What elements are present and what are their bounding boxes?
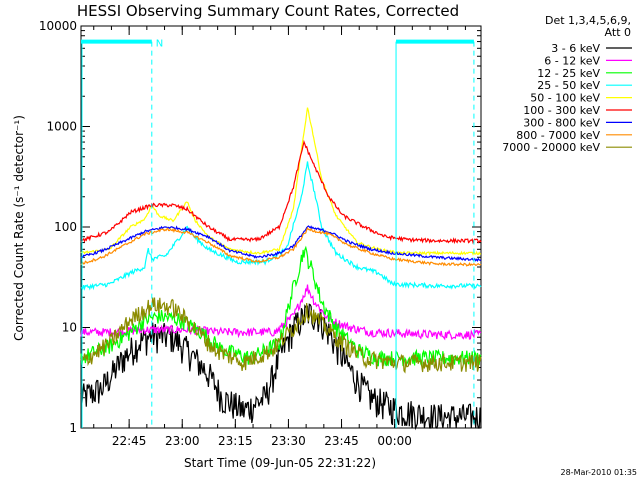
x-tick-label: 22:45 <box>112 434 147 448</box>
y-tick-label: 1000 <box>46 120 77 134</box>
legend-label: 25 - 50 keV <box>537 79 600 92</box>
y-tick-label: 1 <box>69 421 77 435</box>
legend-header-line-2: Att 0 <box>605 26 631 39</box>
y-tick-label: 100 <box>54 220 77 234</box>
night-flag-label: N <box>156 39 163 50</box>
y-tick-label: 10 <box>62 321 77 335</box>
x-axis-title: Start Time (09-Jun-05 22:31:22) <box>184 456 376 470</box>
marks: N <box>80 39 482 431</box>
series-line <box>80 297 482 374</box>
x-tick-label: 23:30 <box>271 434 306 448</box>
plot-frame <box>80 25 482 429</box>
legend-label: 800 - 7000 keV <box>516 129 600 142</box>
y-axis-title: Corrected Count Rate (s⁻¹ detector⁻¹) <box>12 115 26 341</box>
legend-label: 7000 - 20000 keV <box>502 141 600 154</box>
y-tick-label: 10000 <box>39 19 77 33</box>
x-tick-label: 23:15 <box>218 434 253 448</box>
chart-title: HESSI Observing Summary Count Rates, Cor… <box>77 2 459 20</box>
series-line <box>80 245 482 369</box>
legend-label: 50 - 100 keV <box>530 92 600 105</box>
legend-header-line-1: Det 1,3,4,5,6,9, <box>545 14 631 27</box>
timestamp-stamp: 28-Mar-2010 01:35 <box>561 468 638 477</box>
series-line <box>80 303 482 431</box>
series-line <box>80 225 482 262</box>
series-line <box>80 107 482 257</box>
legend-label: 300 - 800 keV <box>523 116 600 129</box>
series-line <box>80 161 482 291</box>
legend-label: 100 - 300 keV <box>523 104 600 117</box>
series-line <box>80 284 482 341</box>
series-line <box>80 226 482 267</box>
x-tick-label: 00:00 <box>377 434 412 448</box>
legend-label: 6 - 12 keV <box>544 54 600 67</box>
x-tick-label: 23:00 <box>165 434 200 448</box>
legend-label: 12 - 25 keV <box>537 67 600 80</box>
series-line <box>80 139 482 245</box>
legend-label: 3 - 6 keV <box>551 42 600 55</box>
x-tick-label: 23:45 <box>324 434 359 448</box>
plot-area: 1 10 100 1000 10000 22:45 23:00 23:15 23:30 23:45… <box>39 19 482 448</box>
